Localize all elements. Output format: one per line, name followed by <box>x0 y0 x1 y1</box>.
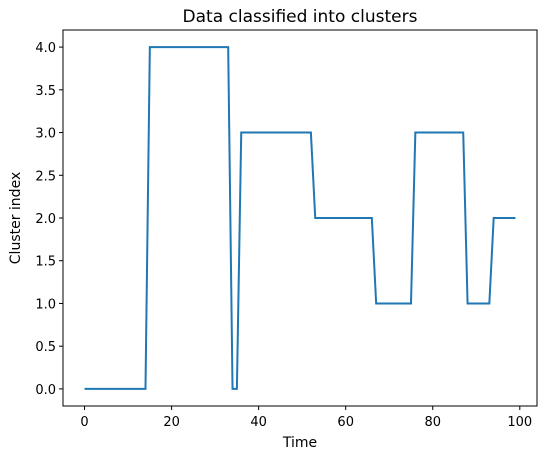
y-tick-label: 0.0 <box>35 383 56 398</box>
y-tick-label: 2.0 <box>35 212 56 227</box>
y-tick-label: 1.5 <box>35 255 56 270</box>
y-tick-label: 3.0 <box>35 127 56 142</box>
y-tick-label: 4.0 <box>35 41 56 56</box>
x-tick-label: 40 <box>250 415 267 430</box>
y-tick-label: 1.0 <box>35 297 56 312</box>
y-tick-label: 0.5 <box>35 340 56 355</box>
x-tick-label: 80 <box>424 415 441 430</box>
y-axis-label: Cluster index <box>8 172 24 264</box>
line <box>84 46 516 390</box>
x-tick-label: 0 <box>80 415 88 430</box>
x-tick-label: 100 <box>507 415 532 430</box>
y-tick-label: 3.5 <box>35 84 56 99</box>
chart-title: Data classified into clusters <box>183 7 418 27</box>
x-tick-label: 60 <box>337 415 354 430</box>
y-tick-label: 2.5 <box>35 169 56 184</box>
x-axis-label: Time <box>282 435 317 451</box>
x-tick-label: 20 <box>163 415 180 430</box>
